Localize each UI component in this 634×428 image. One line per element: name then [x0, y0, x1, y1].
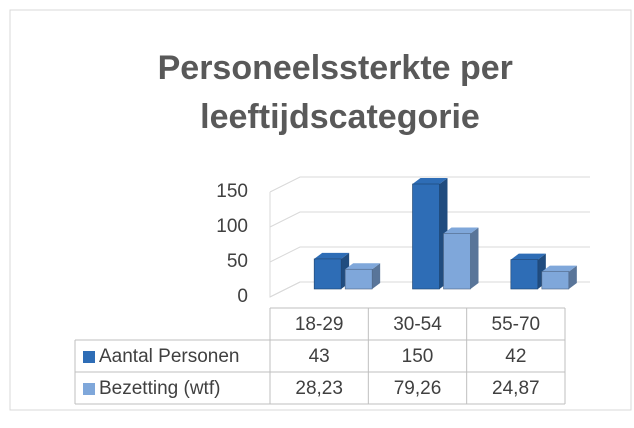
legend-label: Aantal Personen: [99, 346, 240, 367]
bar-top: [412, 178, 448, 184]
bar-top: [314, 252, 350, 259]
bar-side: [470, 227, 479, 289]
grid-line: [269, 246, 590, 263]
legend-swatch: [83, 383, 95, 395]
data-label: 28,23: [295, 378, 343, 399]
grid-line: [269, 281, 590, 298]
bar: [344, 268, 373, 290]
y-tick-label: 100: [216, 216, 248, 237]
grid-line: [269, 211, 590, 228]
chart-border: [9, 9, 632, 411]
bar: [541, 271, 570, 290]
bar-top: [510, 253, 546, 260]
data-label: 24,87: [492, 378, 540, 399]
data-label: 42: [505, 346, 526, 367]
data-label: 79,26: [394, 378, 442, 399]
bar-side: [568, 265, 577, 289]
y-tick-label: 150: [216, 181, 248, 202]
chart-title: Personeelssterkte per leeftijdscategorie: [158, 49, 523, 136]
x-tick-label: 30-54: [393, 314, 442, 335]
bar-top: [541, 265, 577, 272]
bar-side: [372, 263, 381, 289]
title-line: Personeelssterkte per: [158, 49, 513, 87]
x-tick-label: 18-29: [295, 314, 344, 335]
bar-top: [345, 263, 381, 270]
title-line: leeftijdscategorie: [200, 98, 480, 136]
legend-swatch: [83, 351, 95, 363]
bar: [510, 259, 539, 290]
data-label: 150: [402, 346, 434, 367]
grid-line: [269, 176, 590, 193]
data-label: 43: [309, 346, 330, 367]
y-tick-label: 0: [237, 286, 248, 307]
bar: [412, 183, 440, 290]
bar: [313, 258, 342, 290]
y-tick-label: 50: [227, 251, 248, 272]
bar: [443, 233, 471, 290]
legend-label: Bezetting (wtf): [99, 378, 220, 399]
x-tick-label: 55-70: [492, 314, 541, 335]
bar-top: [443, 227, 479, 234]
